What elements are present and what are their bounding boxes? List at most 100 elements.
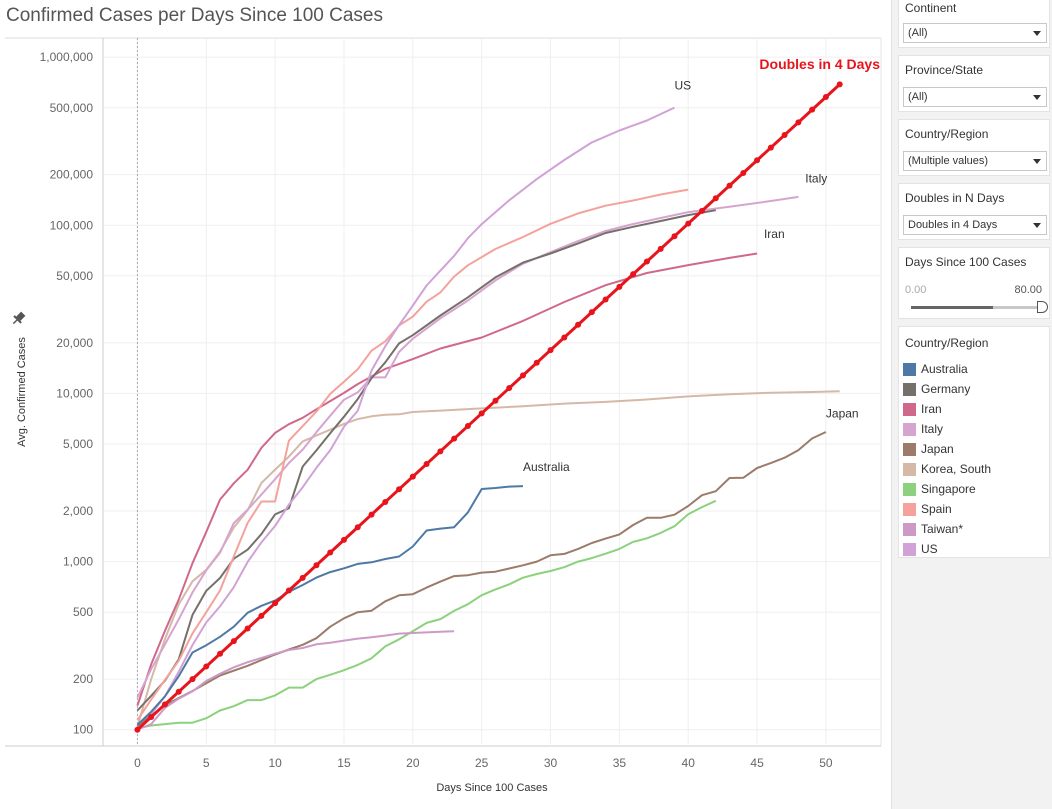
doubling-point xyxy=(217,650,224,657)
chevron-down-icon xyxy=(1033,31,1041,36)
doubling-point xyxy=(754,157,761,164)
days-range-title: Days Since 100 Cases xyxy=(905,255,1027,269)
series-line-us xyxy=(136,106,675,728)
doubles-value: Doubles in 4 Days xyxy=(908,219,998,231)
legend-swatch xyxy=(903,523,916,536)
doubling-point xyxy=(602,296,609,303)
y-tick-label: 2,000 xyxy=(63,504,93,518)
chevron-down-icon xyxy=(1033,223,1041,228)
doubling-point xyxy=(244,625,251,632)
legend-swatch xyxy=(903,403,916,416)
legend-swatch xyxy=(903,423,916,436)
doubling-line xyxy=(136,83,841,731)
x-gridlines xyxy=(136,38,827,746)
doubling-point xyxy=(368,511,375,518)
range-max-label: 80.00 xyxy=(1014,284,1042,296)
y-tick-label: 50,000 xyxy=(56,269,93,283)
y-tick-label: 10,000 xyxy=(56,386,93,400)
legend-label: Iran xyxy=(921,402,942,416)
doubling-point xyxy=(230,638,237,645)
chart-title: Confirmed Cases per Days Since 100 Cases xyxy=(6,5,384,26)
legend-label: Taiwan* xyxy=(921,522,964,536)
series-line-iran xyxy=(136,252,758,707)
x-tick-label: 45 xyxy=(750,756,764,770)
doubling-point xyxy=(698,207,705,214)
doubling-point xyxy=(299,574,306,581)
legend-label: Japan xyxy=(921,442,954,456)
doubling-point xyxy=(134,726,141,733)
series-line-japan xyxy=(136,431,827,727)
legend-swatch xyxy=(903,383,916,396)
x-tick-label: 30 xyxy=(544,756,558,770)
doubling-point xyxy=(533,359,540,366)
doubling-point xyxy=(272,600,279,607)
series-line-singapore xyxy=(137,499,717,730)
y-tick-label: 1,000 xyxy=(63,555,93,569)
series-line-italy xyxy=(136,195,799,699)
doubling-point xyxy=(643,258,650,265)
continent-value: (All) xyxy=(908,27,928,39)
x-tick-label: 5 xyxy=(203,756,210,770)
legend-card: Country/Region Australia Germany Iran Italy… xyxy=(898,326,1050,558)
legend-swatch xyxy=(903,463,916,476)
y-tick-label: 200,000 xyxy=(50,168,94,182)
x-tick-label: 50 xyxy=(819,756,833,770)
doubles-filter-card: Doubles in N Days Doubles in 4 Days xyxy=(898,183,1050,240)
country-dropdown[interactable]: (Multiple values) xyxy=(903,151,1047,171)
legend-title: Country/Region xyxy=(905,336,989,350)
legend-label: Korea, South xyxy=(921,462,992,476)
legend-label: US xyxy=(921,542,938,556)
doubling-point xyxy=(547,347,554,354)
series-line-taiwan xyxy=(137,630,455,731)
doubling-point xyxy=(464,423,471,430)
y-tick-label: 20,000 xyxy=(56,336,93,350)
country-filter-card: Country/Region (Multiple values) xyxy=(898,119,1050,176)
doubling-point xyxy=(712,195,719,202)
range-slider-track[interactable] xyxy=(911,306,1041,309)
doubling-point xyxy=(575,321,582,328)
y-axis-title: Avg. Confirmed Cases xyxy=(16,337,28,447)
y-tick-label: 200 xyxy=(73,672,93,686)
filter-sidebar: Continent (All) Province/State (All) Cou… xyxy=(891,0,1052,809)
doubling-point xyxy=(203,663,210,670)
y-tick-label: 1,000,000 xyxy=(40,50,94,64)
legend-label: Germany xyxy=(921,382,971,396)
province-dropdown[interactable]: (All) xyxy=(903,87,1047,107)
doubling-point xyxy=(492,397,499,404)
doubling-point xyxy=(340,536,347,543)
doubling-point xyxy=(519,372,526,379)
doubling-point xyxy=(258,612,265,619)
doubling-point xyxy=(795,119,802,126)
doubles-filter-title: Doubles in N Days xyxy=(905,191,1005,205)
chevron-down-icon xyxy=(1033,95,1041,100)
y-gridlines xyxy=(103,56,881,731)
doubling-point xyxy=(161,701,168,708)
legend-swatch xyxy=(903,443,916,456)
x-tick-label: 0 xyxy=(134,756,141,770)
doubling-point xyxy=(423,460,430,467)
doubling-point xyxy=(657,245,664,252)
y-tick-label: 100 xyxy=(73,723,93,737)
x-tick-label: 15 xyxy=(337,756,351,770)
doubling-point xyxy=(506,385,513,392)
legend-swatch xyxy=(903,483,916,496)
doubling-point xyxy=(685,220,692,227)
doubles-dropdown[interactable]: Doubles in 4 Days xyxy=(903,215,1047,235)
legend-label: Australia xyxy=(921,362,968,376)
country-value: (Multiple values) xyxy=(908,155,989,167)
doubling-point xyxy=(588,309,595,316)
pin-icon xyxy=(12,311,26,325)
legend-swatch xyxy=(903,363,916,376)
legend-swatch xyxy=(903,543,916,556)
continent-dropdown[interactable]: (All) xyxy=(903,23,1047,43)
doubling-point xyxy=(382,498,389,505)
y-tick-label: 500 xyxy=(73,605,93,619)
doubling-point xyxy=(327,549,334,556)
series-annotation: Italy xyxy=(805,171,827,185)
range-slider-handle[interactable] xyxy=(1037,301,1048,313)
days-range-filter-card: Days Since 100 Cases 0.00 80.00 xyxy=(898,247,1050,319)
doubling-reference xyxy=(134,81,843,733)
series-line-australia xyxy=(136,485,524,726)
legend-label: Italy xyxy=(921,422,944,436)
doubling-point xyxy=(354,524,361,531)
